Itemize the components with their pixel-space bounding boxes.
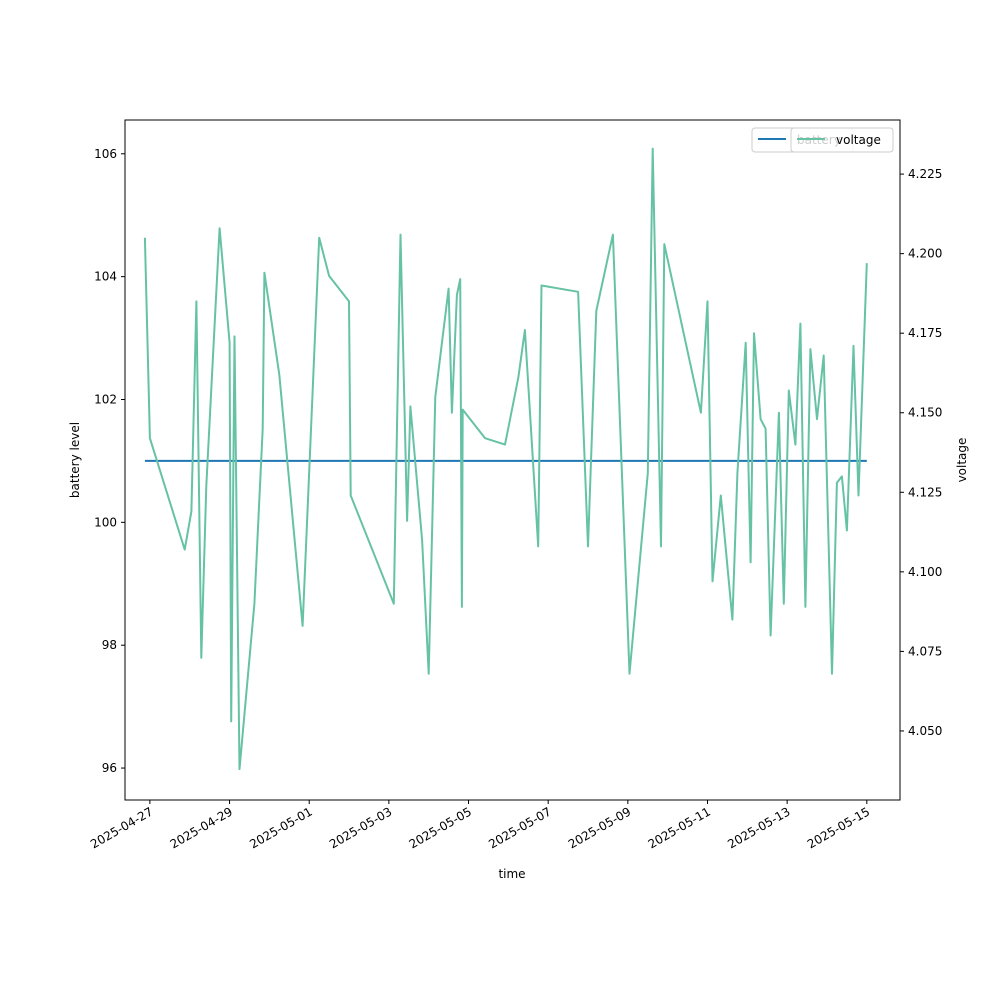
y-right-tick-label: 4.175 — [908, 326, 942, 340]
y-right-tick-label: 4.125 — [908, 485, 942, 499]
legend-voltage-frame — [790, 127, 894, 153]
plot-frame — [124, 119, 901, 801]
y-right-tick-label: 4.075 — [908, 644, 942, 658]
y-right-tick-label: 4.050 — [908, 724, 942, 738]
y-right-tick-label: 4.100 — [908, 565, 942, 579]
y-left-tick-label: 98 — [102, 638, 117, 652]
y-left-tick-label: 100 — [94, 515, 117, 529]
y-right-tick-label: 4.225 — [908, 167, 942, 181]
y-right-tick-label: 4.150 — [908, 406, 942, 420]
legend-voltage-label: voltage — [836, 133, 881, 147]
plot-layer — [143, 147, 868, 771]
series-line-voltage — [143, 147, 868, 771]
x-axis-label: time — [498, 867, 525, 881]
y-left-tick-label: 104 — [94, 270, 117, 284]
y-axis-left-label: battery level — [68, 422, 82, 498]
y-right-tick-label: 4.200 — [908, 247, 942, 261]
y-left-tick-label: 96 — [102, 761, 117, 775]
y-left-tick-label: 106 — [94, 147, 117, 161]
y-axis-right-label: voltage — [955, 438, 969, 483]
y-left-tick-label: 102 — [94, 392, 117, 406]
y-axis-left: 96 98 100 102 104 106 — [94, 147, 125, 775]
y-axis-right: 4.050 4.075 4.100 4.125 4.150 4.175 4.200 4.225 — [900, 167, 942, 738]
legend-voltage: voltage — [790, 127, 894, 153]
